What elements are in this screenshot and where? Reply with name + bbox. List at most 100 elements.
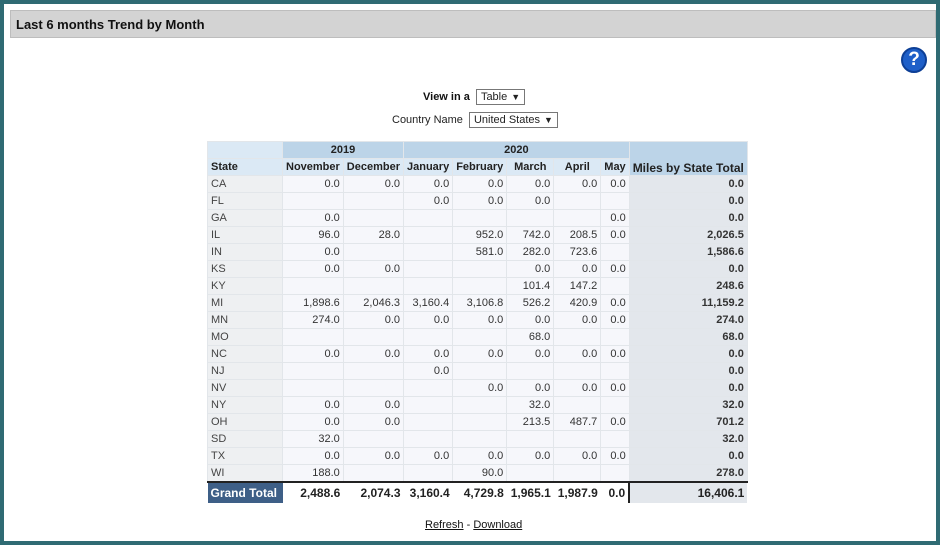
value-cell: 32.0 bbox=[282, 430, 344, 448]
value-cell: 420.9 bbox=[553, 294, 602, 312]
value-cell bbox=[342, 243, 405, 261]
grand-total-row: Grand Total 2,488.6 2,074.3 3,160.4 4,729.8 1… bbox=[207, 481, 748, 503]
value-cell: 0.0 bbox=[506, 311, 555, 329]
month-header-may: May bbox=[600, 158, 630, 176]
value-cell: 0.0 bbox=[452, 311, 508, 329]
state-cell: IN bbox=[207, 243, 283, 261]
country-select[interactable]: United States ▼ bbox=[468, 112, 558, 128]
table-row: MI 1,898.6 2,046.3 3,160.4 3,106.8 526.2 420.9… bbox=[207, 294, 748, 312]
grand-total-value: 0.0 bbox=[600, 481, 630, 503]
row-total-cell: 701.2 bbox=[628, 413, 748, 431]
month-header-april: April bbox=[553, 158, 602, 176]
value-cell bbox=[452, 413, 508, 431]
value-cell bbox=[342, 192, 405, 210]
value-cell bbox=[452, 328, 508, 346]
view-type-select[interactable]: Table ▼ bbox=[475, 89, 526, 105]
value-cell: 0.0 bbox=[452, 192, 508, 210]
state-cell: KY bbox=[207, 277, 283, 295]
refresh-link[interactable]: Refresh bbox=[425, 519, 464, 531]
table-row: WI 188.0 90.0 278.0 bbox=[207, 464, 748, 483]
country-selector-row: Country Name United States ▼ bbox=[392, 112, 558, 128]
table-row: KS 0.0 0.0 0.0 0.0 0.0 0.0 bbox=[207, 260, 748, 278]
value-cell bbox=[342, 430, 405, 448]
state-cell: SD bbox=[207, 430, 283, 448]
grand-total-value: 2,074.3 bbox=[343, 481, 404, 503]
value-cell: 0.0 bbox=[600, 413, 630, 431]
value-cell bbox=[282, 328, 344, 346]
value-cell: 0.0 bbox=[342, 311, 405, 329]
row-total-cell: 0.0 bbox=[628, 209, 748, 227]
state-cell: FL bbox=[207, 192, 283, 210]
row-total-cell: 2,026.5 bbox=[628, 226, 748, 244]
value-cell: 0.0 bbox=[553, 260, 602, 278]
value-cell: 213.5 bbox=[506, 413, 555, 431]
row-total-cell: 0.0 bbox=[628, 447, 748, 465]
value-cell: 3,106.8 bbox=[452, 294, 508, 312]
view-selector-row: View in a Table ▼ bbox=[423, 89, 526, 105]
value-cell: 208.5 bbox=[553, 226, 602, 244]
grand-total-overall: 16,406.1 bbox=[628, 481, 748, 503]
value-cell bbox=[402, 277, 454, 295]
value-cell: 0.0 bbox=[342, 447, 405, 465]
value-cell: 0.0 bbox=[402, 175, 454, 193]
value-cell: 0.0 bbox=[342, 260, 405, 278]
row-total-cell: 0.0 bbox=[628, 260, 748, 278]
month-header-row: State November December January February Mar… bbox=[207, 158, 748, 176]
row-total-cell: 68.0 bbox=[628, 328, 748, 346]
state-cell: GA bbox=[207, 209, 283, 227]
value-cell bbox=[600, 430, 630, 448]
value-cell: 1,898.6 bbox=[282, 294, 344, 312]
state-cell: TX bbox=[207, 447, 283, 465]
value-cell bbox=[600, 277, 630, 295]
value-cell: 0.0 bbox=[506, 447, 555, 465]
value-cell: 0.0 bbox=[342, 413, 405, 431]
row-total-cell: 248.6 bbox=[628, 277, 748, 295]
table-row: SD 32.0 32.0 bbox=[207, 430, 748, 448]
row-total-cell: 0.0 bbox=[628, 345, 748, 363]
year-header-2020: 2020 bbox=[403, 141, 630, 159]
value-cell bbox=[452, 396, 508, 414]
view-label: View in a bbox=[423, 90, 470, 103]
value-cell bbox=[506, 362, 555, 380]
value-cell: 90.0 bbox=[452, 464, 508, 483]
value-cell: 0.0 bbox=[553, 175, 602, 193]
state-cell: WI bbox=[207, 464, 283, 483]
value-cell: 952.0 bbox=[452, 226, 508, 244]
row-total-cell: 0.0 bbox=[628, 362, 748, 380]
value-cell: 0.0 bbox=[452, 379, 508, 397]
value-cell: 0.0 bbox=[282, 396, 344, 414]
value-cell bbox=[402, 260, 454, 278]
table-row: MN 274.0 0.0 0.0 0.0 0.0 0.0 0.0 274.0 bbox=[207, 311, 748, 329]
value-cell: 723.6 bbox=[553, 243, 602, 261]
grand-total-value: 3,160.4 bbox=[403, 481, 453, 503]
value-cell: 0.0 bbox=[342, 396, 405, 414]
value-cell bbox=[452, 260, 508, 278]
row-total-cell: 274.0 bbox=[628, 311, 748, 329]
row-total-cell: 0.0 bbox=[628, 379, 748, 397]
help-icon[interactable]: ? bbox=[901, 47, 927, 73]
value-cell: 0.0 bbox=[282, 243, 344, 261]
state-cell: KS bbox=[207, 260, 283, 278]
value-cell: 0.0 bbox=[600, 209, 630, 227]
value-cell: 487.7 bbox=[553, 413, 602, 431]
value-cell bbox=[553, 328, 602, 346]
state-cell: MO bbox=[207, 328, 283, 346]
download-link[interactable]: Download bbox=[473, 519, 523, 531]
grand-total-value: 2,488.6 bbox=[282, 481, 344, 503]
value-cell: 0.0 bbox=[402, 362, 454, 380]
grand-total-value: 4,729.8 bbox=[452, 481, 507, 503]
value-cell: 0.0 bbox=[506, 379, 555, 397]
value-cell: 0.0 bbox=[600, 260, 630, 278]
value-cell bbox=[553, 209, 602, 227]
value-cell bbox=[600, 243, 630, 261]
value-cell: 0.0 bbox=[506, 175, 555, 193]
table-row: NV 0.0 0.0 0.0 0.0 0.0 bbox=[207, 379, 748, 397]
value-cell bbox=[282, 379, 344, 397]
value-cell: 0.0 bbox=[553, 345, 602, 363]
footer-links: Refresh - Download bbox=[425, 519, 522, 531]
value-cell: 3,160.4 bbox=[402, 294, 454, 312]
grand-total-value: 1,965.1 bbox=[506, 481, 554, 503]
table-row: KY 101.4 147.2 248.6 bbox=[207, 277, 748, 295]
value-cell: 0.0 bbox=[282, 260, 344, 278]
